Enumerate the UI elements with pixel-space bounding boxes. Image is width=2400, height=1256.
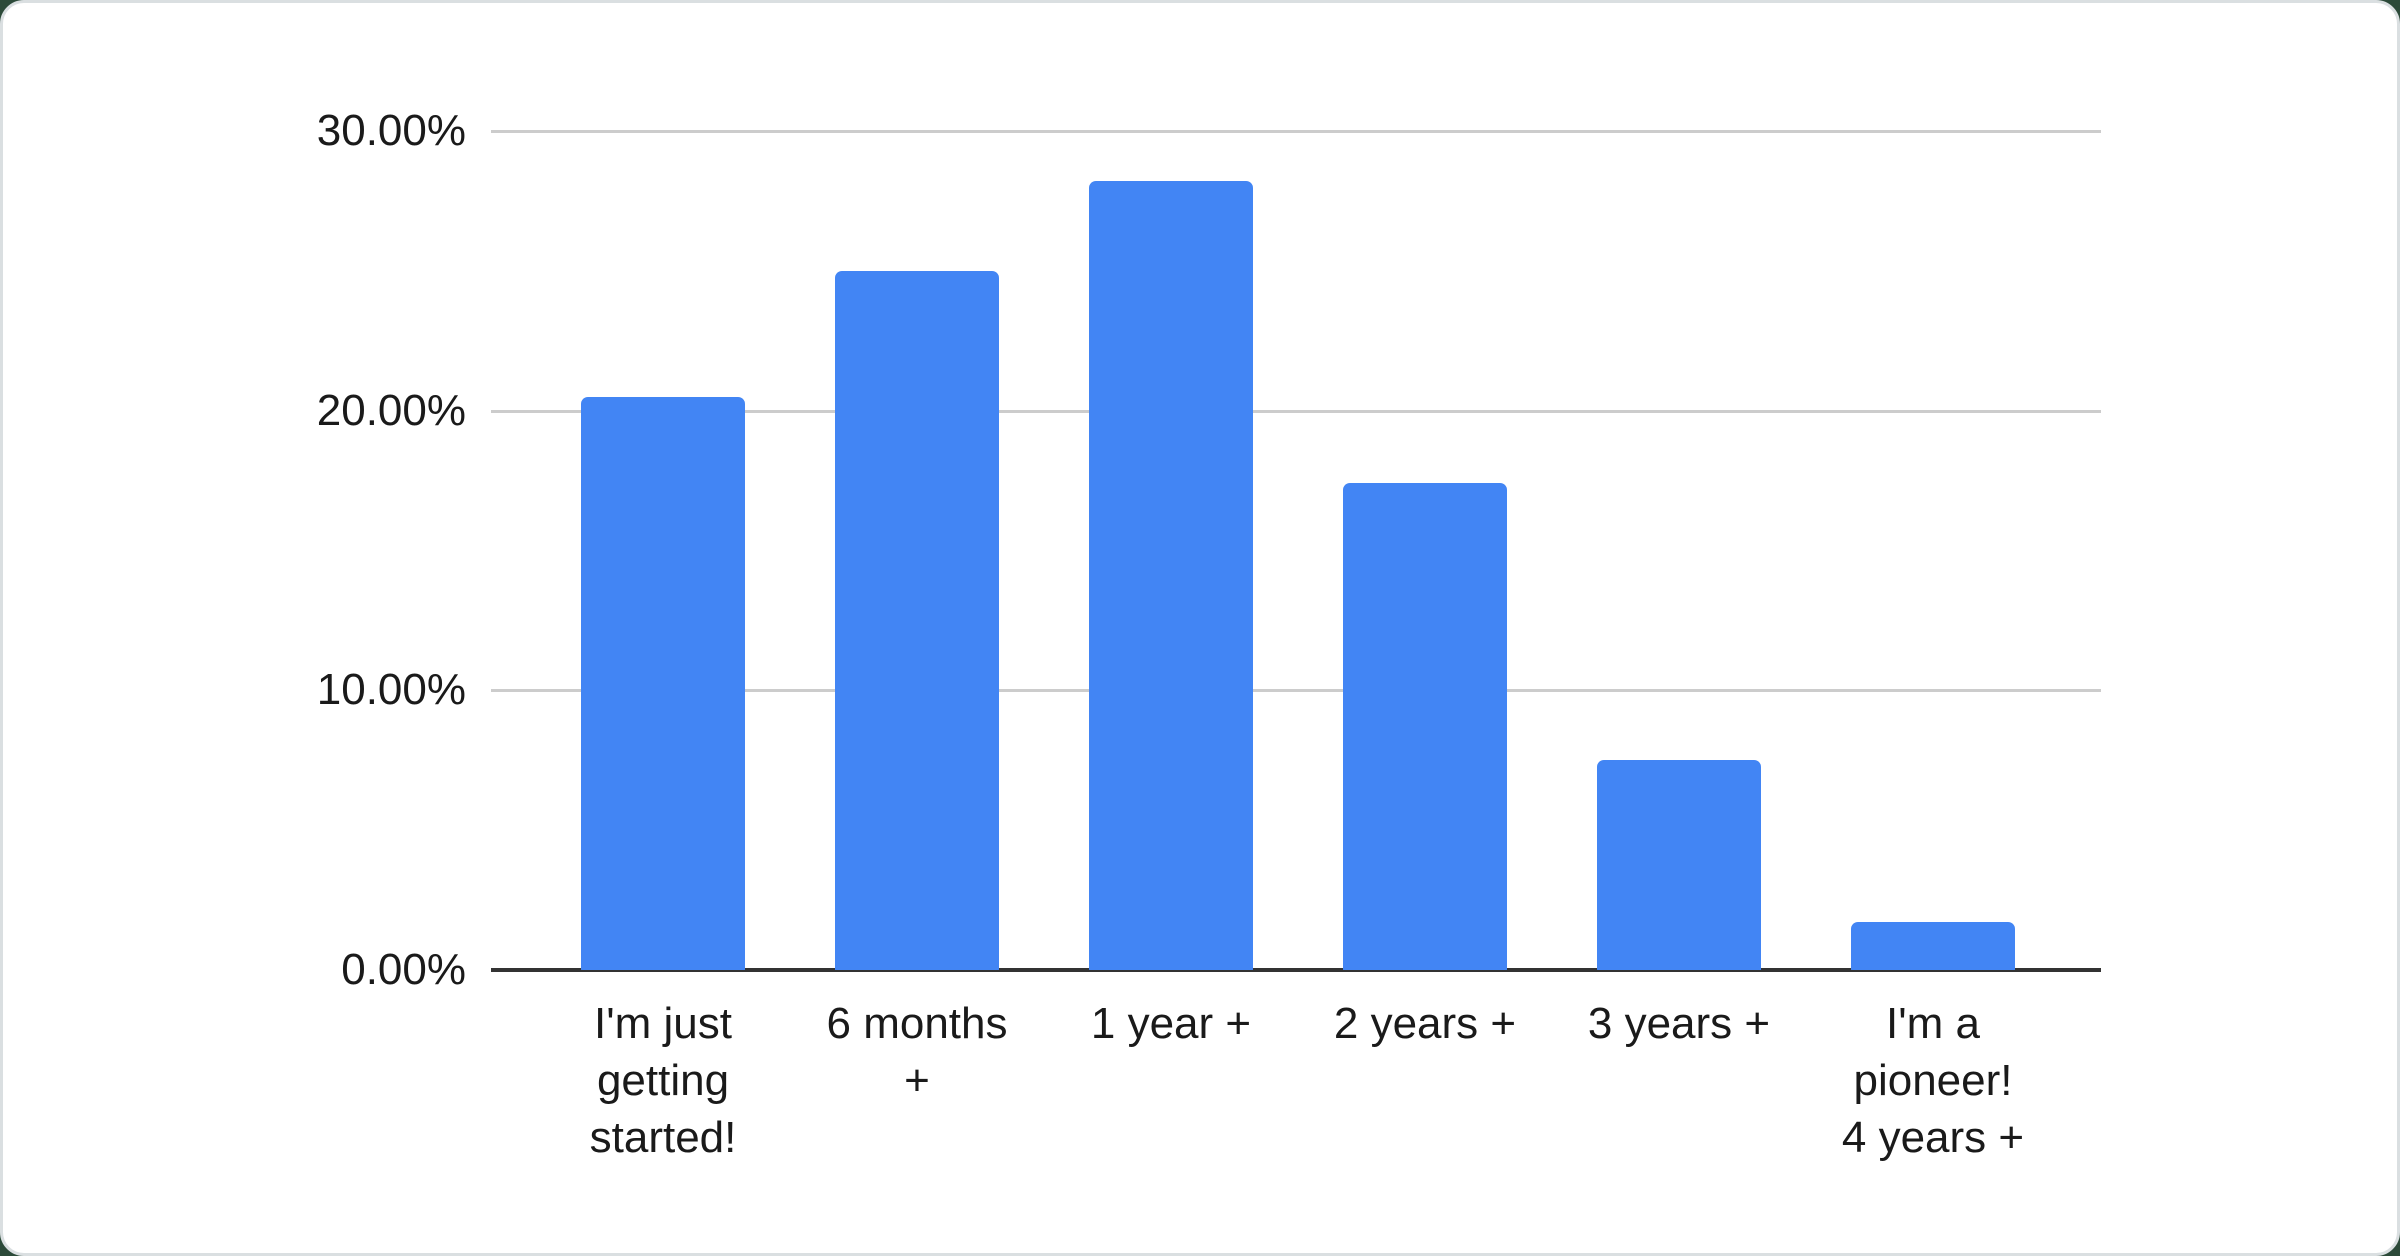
x-category-label-3: 2 years + <box>1333 999 1517 1048</box>
x-category-label-0: I'm just getting started! <box>589 999 737 1162</box>
y-tick-label-30: 30.00% <box>316 106 466 155</box>
bar-0 <box>581 396 745 970</box>
x-category-label-1: 6 months + <box>826 999 1008 1105</box>
bar-5 <box>1851 922 2015 970</box>
y-tick-label-20: 20.00% <box>316 385 466 435</box>
x-axis-line <box>491 968 2101 972</box>
bar-chart: 0.00% 10.00% 20.00% 30.00% I'm just getting… <box>3 3 2397 1253</box>
y-tick-label-10: 10.00% <box>316 665 466 715</box>
gridline-10 <box>491 689 2101 693</box>
gridline-20 <box>491 409 2101 413</box>
bar-4 <box>1597 760 1761 970</box>
x-category-label-2: 1 year + <box>1090 999 1252 1048</box>
bar-2 <box>1089 181 1253 970</box>
gridline-30 <box>491 130 2101 133</box>
bar-1 <box>835 270 999 970</box>
x-category-label-5: I'm a pioneer! 4 years + <box>1841 999 2025 1162</box>
bar-3 <box>1343 483 1507 970</box>
x-category-label-4: 3 years + <box>1587 999 1771 1048</box>
y-tick-label-0: 0.00% <box>341 945 466 994</box>
